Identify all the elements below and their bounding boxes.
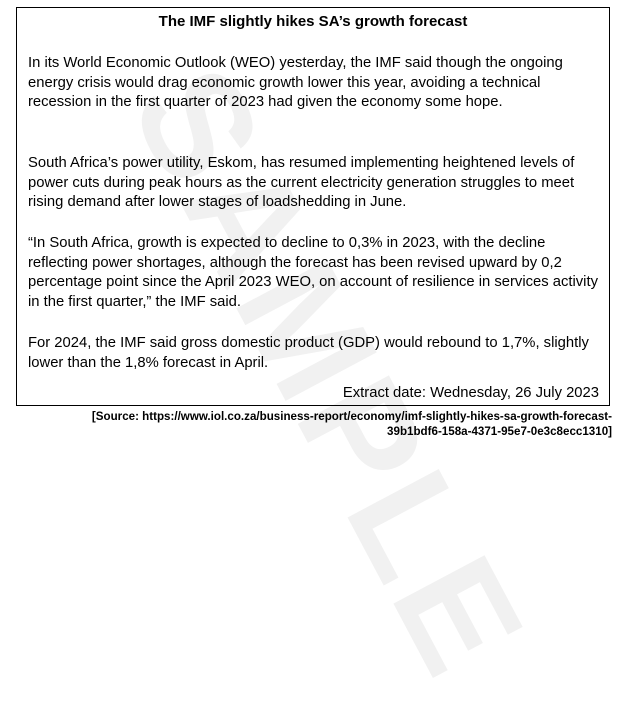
source-citation: [Source: https://www.iol.co.za/business-… bbox=[91, 410, 612, 438]
article-paragraph: “In South Africa, growth is expected to … bbox=[28, 235, 598, 310]
extract-date: Extract date: Wednesday, 26 July 2023 bbox=[342, 385, 599, 401]
article-paragraph: South Africa’s power utility, Eskom, has… bbox=[28, 155, 575, 210]
article-title: The IMF slightly hikes SA’s growth forec… bbox=[158, 13, 468, 30]
article-paragraph: In its World Economic Outlook (WEO) yest… bbox=[28, 55, 563, 110]
article-paragraph: For 2024, the IMF said gross domestic pr… bbox=[28, 335, 589, 371]
article-box: The IMF slightly hikes SA’s growth forec… bbox=[16, 7, 610, 406]
